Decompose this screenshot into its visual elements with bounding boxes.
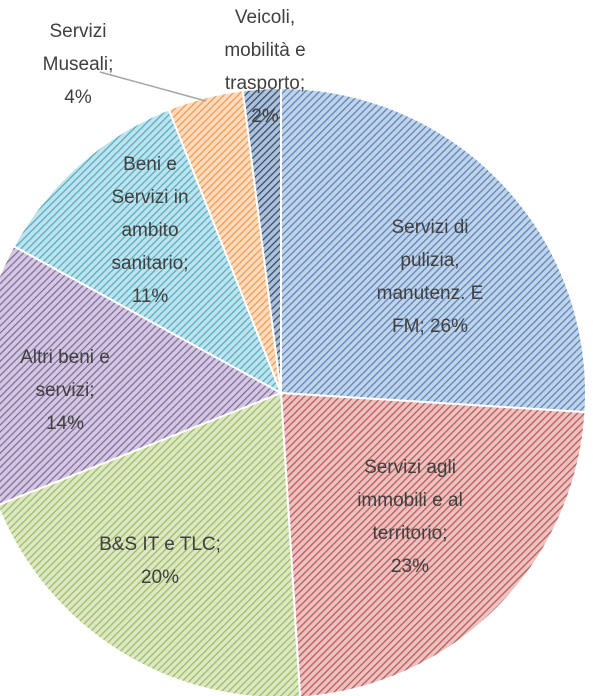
data-label-line: ambito [121,220,178,241]
data-label-line: immobili e al [357,490,463,511]
pie-slice [241,86,282,394]
data-label-line: B&S IT e TLC; [99,534,221,555]
pie-slice [0,391,302,696]
data-label-line: Altri beni e [20,347,110,368]
data-label-line: FM; 26% [392,316,468,337]
data-label: Servizi Museali; 4% [43,21,114,108]
data-label-line: pulizia, [400,250,459,271]
leader-line [99,71,207,102]
data-label: Altri beni e servizi; 14% [20,347,110,434]
data-label-line: mobilità e [224,40,305,61]
data-labels: Servizi di pulizia, manutenz. E FM; 26%Serv… [20,7,483,588]
data-label-line: sanitario; [111,253,188,274]
data-label: Veicoli, mobilità e trasporto; 2% [224,7,305,127]
data-label-line: 4% [64,87,92,108]
pie-slice [279,391,587,696]
data-label-line: 23% [391,556,429,577]
data-label: B&S IT e TLC; 20% [99,534,221,588]
data-label-line: manutenz. E [377,283,484,304]
data-label-line: trasporto; [225,73,305,94]
data-label-line: 20% [141,567,179,588]
pie-slice [12,108,283,396]
data-label-line: Servizi agli [364,457,456,478]
data-label: Beni e Servizi in ambito sanitario; 11% [111,154,188,307]
data-label-line: territorio; [373,523,448,544]
data-label-line: Servizi in [111,187,188,208]
data-label-line: Servizi di [391,217,468,238]
data-label-line: Museali; [43,54,114,75]
data-label: Servizi agli immobili e al territorio; 23% [357,457,463,577]
data-label-line: Servizi [49,21,106,42]
data-label: Servizi di pulizia, manutenz. E FM; 26% [377,217,484,337]
data-label-line: Veicoli, [235,7,295,28]
data-label-line: servizi; [35,380,94,401]
pie-slice [0,244,284,506]
data-label-line: Beni e [123,154,177,175]
pie-slice [280,86,587,414]
data-label-line: 2% [251,106,279,127]
data-label-line: 11% [132,286,169,307]
pie [0,86,587,696]
data-label-line: 14% [46,413,84,434]
